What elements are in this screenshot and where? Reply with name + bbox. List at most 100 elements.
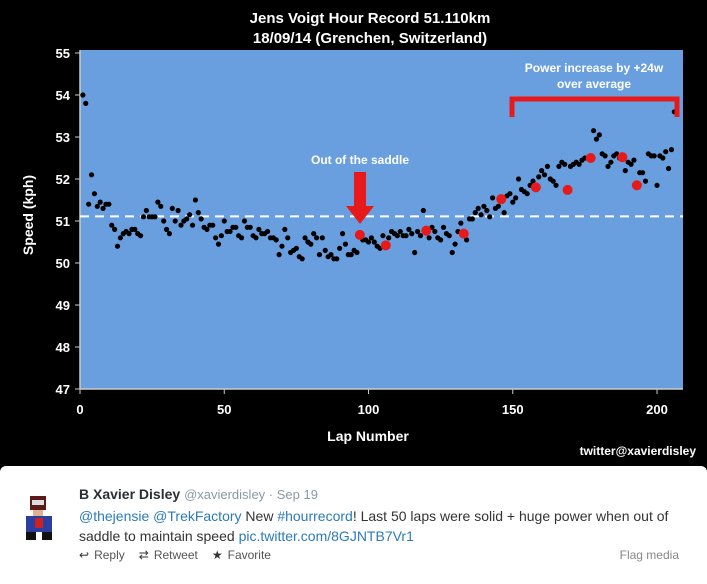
lap-point xyxy=(187,212,193,218)
lap-point xyxy=(544,163,550,169)
lap-point xyxy=(478,212,484,218)
lap-point xyxy=(319,235,325,241)
power-bracket xyxy=(509,96,680,117)
lap-point xyxy=(184,216,190,222)
lap-point xyxy=(386,235,392,241)
chart-subtitle: 18/09/14 (Grenchen, Switzerland) xyxy=(253,30,487,47)
hour-record-chart: Jens Voigt Hour Record 51.110km 18/09/14… xyxy=(20,10,697,458)
lap-point xyxy=(178,222,184,228)
mention-thejensie[interactable]: @thejensie xyxy=(79,508,150,524)
flag-media-link[interactable]: Flag media xyxy=(619,548,679,562)
lap-point xyxy=(414,228,421,235)
tweet: B Xavier Disley @xavierdisley · Sep 19 @… xyxy=(0,466,707,584)
lap-point xyxy=(155,199,161,205)
lap-point xyxy=(86,201,92,207)
y-axis-label: Speed (kph) xyxy=(20,175,36,255)
lap-point xyxy=(475,205,481,211)
lap-point xyxy=(166,231,173,237)
x-tick-label: 100 xyxy=(358,402,380,417)
reply-button[interactable]: ↩ Reply xyxy=(79,548,125,562)
favorite-label: Favorite xyxy=(227,548,271,562)
lap-point xyxy=(198,216,204,222)
lap-point xyxy=(440,224,447,230)
lap-point xyxy=(210,222,216,228)
lap-point xyxy=(348,252,354,258)
lap-point xyxy=(541,172,548,178)
author-handle[interactable]: @xavierdisley xyxy=(184,487,266,502)
lap-point xyxy=(91,191,98,197)
y-tick-label: 51 xyxy=(56,214,70,229)
lap-point xyxy=(426,235,432,241)
lap-point xyxy=(161,218,167,224)
lap-point xyxy=(299,256,305,262)
retweet-icon: ⇄ xyxy=(138,548,149,562)
separator: · xyxy=(265,487,277,502)
lap-point xyxy=(515,176,522,182)
lap-point xyxy=(593,136,600,142)
out-of-saddle-point xyxy=(421,225,432,236)
lap-point xyxy=(605,163,611,169)
lap-point xyxy=(354,249,360,256)
hashtag-link[interactable]: #hourrecord xyxy=(277,508,353,524)
lap-point xyxy=(88,172,95,178)
lap-point xyxy=(524,191,530,197)
x-axis-label: Lap Number xyxy=(327,428,409,444)
out-of-saddle-point xyxy=(617,152,628,163)
tweet-date[interactable]: Sep 19 xyxy=(276,487,318,502)
lap-point xyxy=(143,207,149,214)
plot-area xyxy=(80,50,683,389)
lap-point xyxy=(158,203,164,209)
lap-point xyxy=(264,228,271,235)
lap-point xyxy=(371,239,377,245)
y-tick-label: 52 xyxy=(56,172,70,187)
lap-point xyxy=(417,233,424,239)
lap-point xyxy=(487,214,493,220)
out-of-saddle-point xyxy=(631,180,642,191)
lap-point xyxy=(132,226,138,232)
lap-point xyxy=(279,243,285,249)
lap-point xyxy=(293,245,299,251)
author-name[interactable]: B Xavier Disley xyxy=(79,486,181,502)
lap-point xyxy=(420,207,426,214)
lap-point xyxy=(241,218,248,224)
avatar[interactable] xyxy=(22,494,56,542)
y-tick-label: 53 xyxy=(56,130,70,145)
x-tick-label: 200 xyxy=(646,402,668,417)
lap-point xyxy=(464,237,470,243)
out-of-saddle-point xyxy=(585,153,596,163)
saddle-annotation: Out of the saddle xyxy=(311,153,409,167)
x-tick-label: 0 xyxy=(76,402,83,417)
lap-point xyxy=(640,170,646,176)
lap-point xyxy=(631,157,637,163)
y-tick-label: 49 xyxy=(56,298,70,313)
lap-point xyxy=(112,226,118,232)
lap-point xyxy=(365,239,372,245)
lap-point xyxy=(328,252,334,258)
lap-point xyxy=(126,231,132,237)
lap-point xyxy=(83,100,89,106)
out-of-saddle-point xyxy=(496,194,507,205)
lap-point xyxy=(163,226,170,232)
lap-point xyxy=(213,235,219,241)
lap-point xyxy=(438,237,444,243)
lap-point xyxy=(484,207,490,214)
lap-point xyxy=(409,231,415,237)
lap-point xyxy=(654,182,660,188)
pic-link[interactable]: pic.twitter.com/8GJNTB7Vr1 xyxy=(238,528,414,544)
lap-point xyxy=(660,155,666,161)
lap-point xyxy=(313,235,320,241)
lap-point xyxy=(536,174,542,180)
reply-icon: ↩ xyxy=(79,548,90,562)
lap-point xyxy=(622,168,628,174)
mention-trekfactory[interactable]: @TrekFactory xyxy=(153,508,242,524)
lap-point xyxy=(285,235,291,241)
favorite-button[interactable]: ★ Favorite xyxy=(212,548,271,562)
lap-point xyxy=(109,222,115,228)
retweet-button[interactable]: ⇄ Retweet xyxy=(139,548,198,562)
lap-point xyxy=(339,231,346,237)
lap-point xyxy=(218,233,224,239)
lap-point xyxy=(550,178,556,184)
lap-point xyxy=(117,235,123,241)
lap-point xyxy=(452,241,458,247)
tweet-actions: ↩ Reply ⇄ Retweet ★ Favorite xyxy=(79,548,271,562)
